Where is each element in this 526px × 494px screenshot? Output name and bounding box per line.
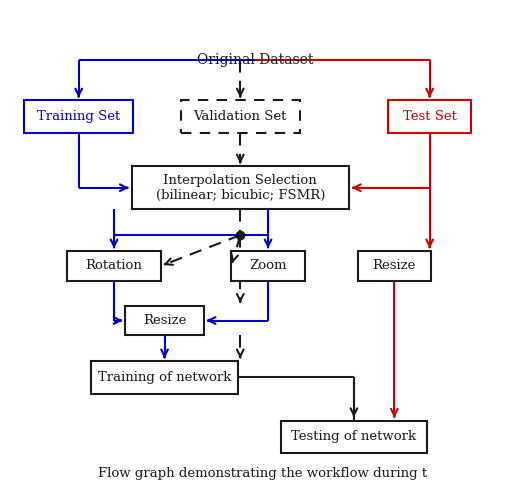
Text: Rotation: Rotation: [86, 259, 143, 273]
Text: Training Set: Training Set: [37, 110, 120, 123]
Bar: [67, 251, 161, 281]
Bar: [358, 251, 431, 281]
Text: Zoom: Zoom: [249, 259, 287, 273]
Bar: [281, 420, 427, 453]
Text: Original Dataset: Original Dataset: [197, 53, 313, 67]
Text: Validation Set: Validation Set: [194, 110, 287, 123]
Text: Interpolation Selection
(bilinear; bicubic; FSMR): Interpolation Selection (bilinear; bicub…: [156, 174, 325, 202]
Text: Resize: Resize: [372, 259, 416, 273]
Bar: [181, 100, 300, 133]
Bar: [231, 251, 305, 281]
Bar: [132, 166, 349, 209]
Bar: [125, 306, 204, 335]
Text: Resize: Resize: [143, 314, 186, 327]
Text: Test Set: Test Set: [403, 110, 457, 123]
Text: Training of network: Training of network: [98, 371, 231, 384]
Bar: [388, 100, 471, 133]
Bar: [92, 361, 238, 394]
Text: Flow graph demonstrating the workflow during t: Flow graph demonstrating the workflow du…: [98, 467, 428, 480]
Bar: [24, 100, 133, 133]
Text: Testing of network: Testing of network: [291, 430, 417, 443]
